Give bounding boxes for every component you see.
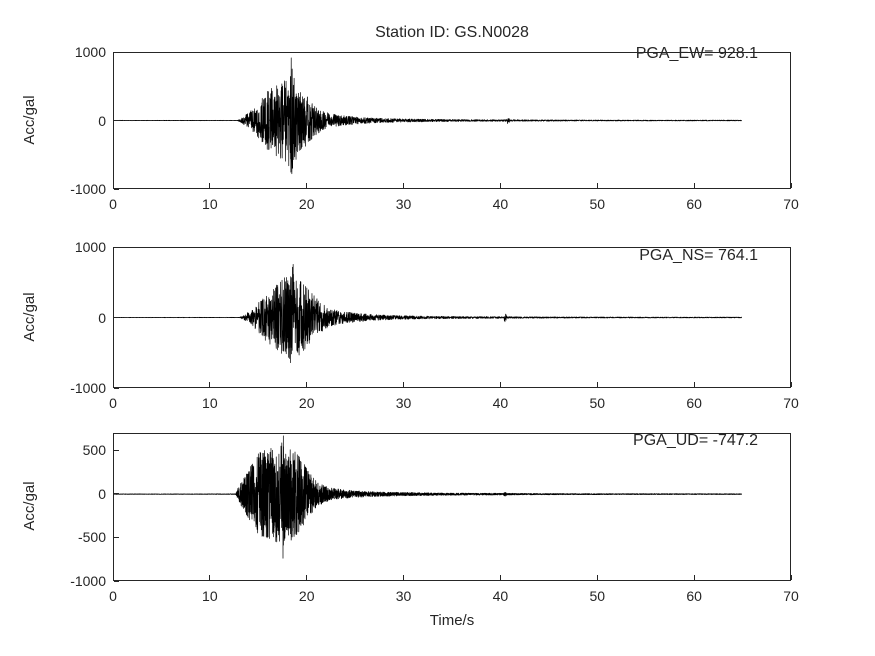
x-tick-mark <box>499 575 501 580</box>
pga-annotation-ns: PGA_NS= 764.1 <box>639 247 758 264</box>
y-axis-label-ew: Acc/gal <box>21 95 38 145</box>
x-tick-label: 60 <box>686 588 702 604</box>
pga-annotation-ud: PGA_UD= -747.2 <box>633 432 758 449</box>
x-tick-mark <box>306 382 308 387</box>
x-tick-label: 10 <box>202 395 218 411</box>
x-tick-mark <box>499 382 501 387</box>
x-tick-label: 10 <box>202 588 218 604</box>
plot-area-ns <box>113 247 791 388</box>
y-tick-label: -1000 <box>70 380 106 396</box>
x-tick-mark <box>403 382 405 387</box>
x-tick-mark <box>112 575 114 580</box>
x-tick-label: 0 <box>109 588 117 604</box>
x-tick-label: 70 <box>783 196 799 212</box>
chart-title: Station ID: GS.N0028 <box>375 24 529 41</box>
x-tick-label: 10 <box>202 196 218 212</box>
x-tick-mark <box>790 382 792 387</box>
x-tick-mark <box>693 382 695 387</box>
x-axis-label: Time/s <box>429 612 475 629</box>
x-tick-mark <box>112 183 114 188</box>
x-tick-mark <box>790 575 792 580</box>
y-tick-label: -500 <box>77 529 106 546</box>
x-tick-label: 50 <box>589 395 606 411</box>
x-tick-label: 40 <box>492 395 509 411</box>
y-tick-label: 1000 <box>74 239 106 255</box>
y-tick-label: 500 <box>82 442 106 459</box>
x-tick-label: 50 <box>589 196 606 212</box>
plot-area-ud <box>113 433 791 581</box>
x-tick-mark <box>403 575 405 580</box>
x-tick-label: 40 <box>492 196 509 212</box>
waveform-canvas-ns <box>114 248 790 387</box>
x-tick-label: 20 <box>298 588 315 604</box>
x-tick-label: 0 <box>109 395 117 411</box>
y-tick-label: 1000 <box>74 44 106 60</box>
x-tick-label: 60 <box>686 395 702 411</box>
plot-area-ew <box>113 52 791 189</box>
y-tick-mark <box>114 51 119 53</box>
x-tick-mark <box>306 575 308 580</box>
y-tick-mark <box>114 493 119 495</box>
x-tick-label: 30 <box>395 395 412 411</box>
x-tick-mark <box>209 575 211 580</box>
x-tick-label: 50 <box>589 588 606 604</box>
y-tick-mark <box>114 387 119 389</box>
y-tick-mark <box>114 246 119 248</box>
y-tick-label: 0 <box>98 112 106 129</box>
pga-annotation-ew: PGA_EW= 928.1 <box>635 45 758 62</box>
y-tick-mark <box>114 188 119 190</box>
x-tick-label: 60 <box>686 196 702 212</box>
waveform-canvas-ud <box>114 434 790 580</box>
y-tick-label: -1000 <box>70 181 106 197</box>
x-tick-mark <box>596 575 598 580</box>
y-tick-mark <box>114 120 119 121</box>
x-tick-label: 0 <box>109 196 117 212</box>
x-tick-mark <box>403 183 405 188</box>
y-tick-mark <box>114 536 119 538</box>
x-tick-mark <box>790 183 792 188</box>
x-tick-label: 20 <box>298 196 315 212</box>
y-tick-mark <box>114 449 119 451</box>
x-tick-label: 40 <box>492 588 509 604</box>
x-tick-mark <box>209 382 211 387</box>
waveform-canvas-ew <box>114 53 790 188</box>
x-tick-label: 20 <box>298 395 315 411</box>
x-tick-label: 30 <box>395 196 412 212</box>
y-axis-label-ns: Acc/gal <box>21 292 38 342</box>
x-tick-mark <box>306 183 308 188</box>
y-tick-label: 0 <box>98 485 106 502</box>
y-tick-label: -1000 <box>70 573 106 589</box>
x-tick-mark <box>596 183 598 188</box>
y-tick-label: 0 <box>98 309 106 326</box>
y-tick-mark <box>114 317 119 318</box>
x-tick-label: 30 <box>395 588 412 604</box>
x-tick-mark <box>499 183 501 188</box>
x-tick-mark <box>693 183 695 188</box>
x-tick-mark <box>112 382 114 387</box>
y-axis-label-ud: Acc/gal <box>21 481 38 531</box>
x-tick-mark <box>693 575 695 580</box>
x-tick-label: 70 <box>783 395 799 411</box>
y-tick-mark <box>114 580 119 582</box>
x-tick-mark <box>209 183 211 188</box>
x-tick-label: 70 <box>783 588 799 604</box>
x-tick-mark <box>596 382 598 387</box>
